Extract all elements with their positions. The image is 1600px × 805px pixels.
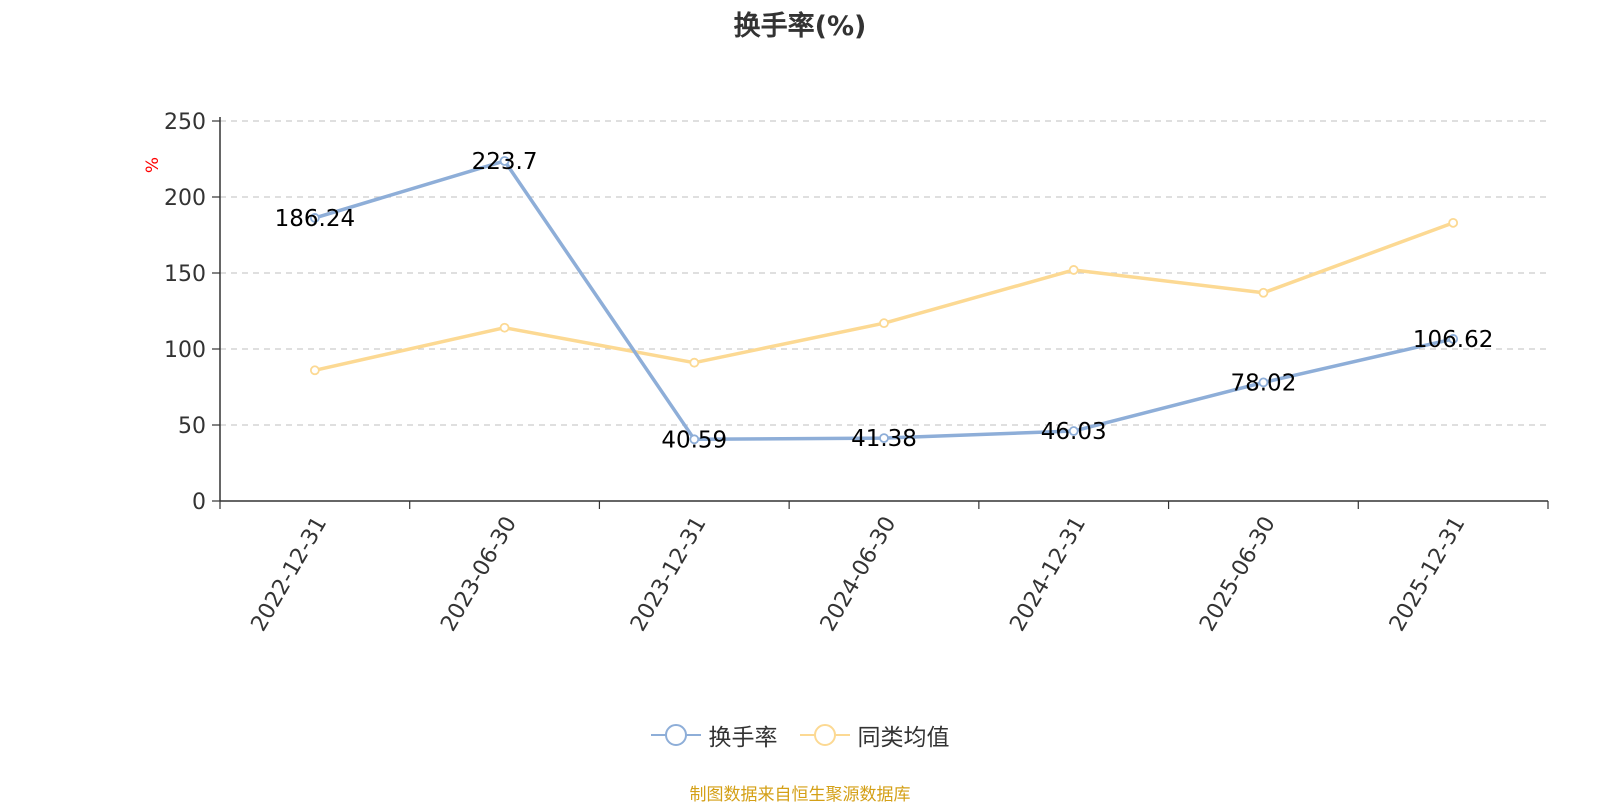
data-point[interactable] bbox=[879, 433, 889, 444]
data-point[interactable] bbox=[1068, 265, 1079, 275]
x-tick-label: 2024-06-30 bbox=[816, 513, 902, 636]
x-tick-label: 2025-12-31 bbox=[1385, 513, 1471, 636]
y-tick-label: 0 bbox=[192, 490, 206, 515]
x-tick-label: 2024-12-31 bbox=[1005, 513, 1091, 636]
data-label: 223.7 bbox=[472, 149, 538, 175]
data-point[interactable] bbox=[689, 434, 700, 445]
chart-title: 换手率(%) bbox=[733, 11, 867, 42]
data-point[interactable] bbox=[1258, 377, 1269, 388]
y-tick-label: 150 bbox=[164, 262, 206, 287]
x-tick-label: 2023-12-31 bbox=[626, 513, 712, 636]
x-tick-label: 2023-06-30 bbox=[436, 513, 522, 636]
y-tick-label: 50 bbox=[178, 414, 206, 439]
data-label: 78.02 bbox=[1230, 370, 1296, 396]
x-tick-label: 2025-06-30 bbox=[1195, 513, 1281, 636]
data-point[interactable] bbox=[499, 322, 510, 333]
y-tick-label: 250 bbox=[164, 110, 206, 135]
y-tick-label: 100 bbox=[164, 338, 206, 363]
data-point[interactable] bbox=[499, 156, 510, 166]
legend-line-circle-icon bbox=[799, 724, 850, 746]
data-labels: 186.24 223.7 40.59 41.38 46.03 78.02 106.62 bbox=[275, 149, 1494, 453]
series-lines bbox=[309, 156, 1459, 445]
x-tick-label: 2022-12-31 bbox=[247, 513, 333, 636]
source-note: 制图数据来自恒生聚源数据库 bbox=[689, 785, 911, 805]
data-label: 46.03 bbox=[1041, 419, 1107, 445]
legend-line-circle-icon bbox=[650, 724, 701, 746]
data-point[interactable] bbox=[1448, 334, 1459, 344]
y-tick-label: 200 bbox=[164, 186, 206, 211]
legend: 换手率 同类均值 bbox=[0, 718, 1600, 752]
axes: 0 50 100 150 200 250 2022-12-31 2023-06-30 2023-… bbox=[164, 110, 1549, 636]
data-point[interactable] bbox=[309, 213, 320, 223]
legend-label: 换手率 bbox=[708, 725, 778, 751]
legend-item-series-1[interactable]: 同类均值 bbox=[799, 718, 950, 752]
data-label: 41.38 bbox=[851, 426, 917, 452]
series-line-0 bbox=[314, 159, 1454, 442]
data-label: 40.59 bbox=[661, 427, 727, 453]
data-label: 186.24 bbox=[275, 206, 355, 232]
data-point[interactable] bbox=[1068, 426, 1079, 436]
data-point[interactable] bbox=[689, 357, 700, 368]
data-point[interactable] bbox=[1448, 217, 1459, 228]
legend-item-series-0[interactable]: 换手率 bbox=[650, 718, 778, 752]
grid-lines bbox=[220, 120, 1548, 426]
data-label: 106.62 bbox=[1413, 327, 1493, 353]
data-point[interactable] bbox=[309, 365, 320, 376]
y-axis-unit-label: % bbox=[143, 157, 163, 173]
data-point[interactable] bbox=[1258, 287, 1269, 298]
series-line-1 bbox=[314, 221, 1454, 372]
legend-label: 同类均值 bbox=[857, 725, 950, 751]
data-point[interactable] bbox=[879, 318, 889, 329]
